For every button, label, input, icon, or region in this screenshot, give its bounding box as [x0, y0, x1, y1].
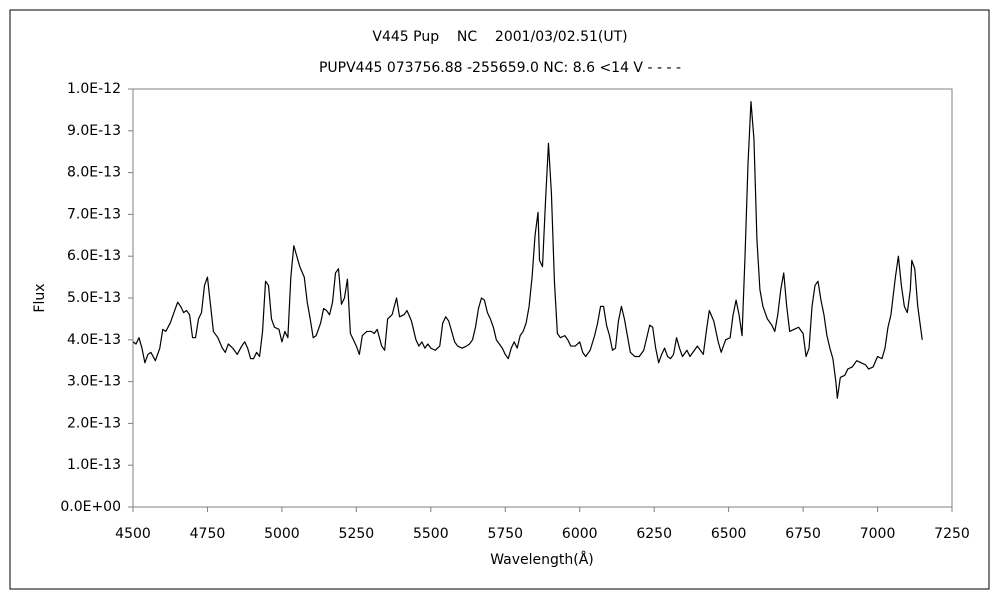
- chart-title: V445 Pup NC 2001/03/02.51(UT): [372, 29, 627, 45]
- y-tick-label: 2.0E-13: [67, 415, 121, 431]
- x-tick-label: 5500: [413, 526, 449, 542]
- spectrum-line: [132, 100, 923, 399]
- plot-area: [132, 88, 953, 508]
- x-tick-label: 7250: [934, 526, 970, 542]
- x-tick-label: 6500: [711, 526, 747, 542]
- x-tick-label: 5750: [487, 526, 523, 542]
- y-tick-label: 8.0E-13: [67, 165, 121, 181]
- y-tick-label: 5.0E-13: [67, 290, 121, 306]
- y-axis-label: Flux: [32, 283, 48, 312]
- y-tick-label: 7.0E-13: [67, 206, 121, 222]
- y-tick-label: 6.0E-13: [67, 248, 121, 264]
- x-tick-label: 5000: [264, 526, 300, 542]
- x-tick-label: 7000: [860, 526, 896, 542]
- x-tick-label: 5250: [339, 526, 375, 542]
- y-tick-label: 9.0E-13: [67, 123, 121, 139]
- chart-subtitle: PUPV445 073756.88 -255659.0 NC: 8.6 <14 …: [319, 60, 681, 76]
- x-axis-label: Wavelength(Å): [490, 551, 594, 568]
- x-tick-label: 6750: [785, 526, 821, 542]
- y-tick-label: 1.0E-12: [67, 81, 121, 97]
- x-tick-label: 6250: [636, 526, 672, 542]
- x-tick-label: 6000: [562, 526, 598, 542]
- y-tick-label: 1.0E-13: [67, 457, 121, 473]
- y-tick-label: 3.0E-13: [67, 374, 121, 390]
- y-tick-label: 0.0E+00: [60, 499, 121, 515]
- y-tick-label: 4.0E-13: [67, 332, 121, 348]
- x-tick-label: 4500: [115, 526, 151, 542]
- x-tick-label: 4750: [190, 526, 226, 542]
